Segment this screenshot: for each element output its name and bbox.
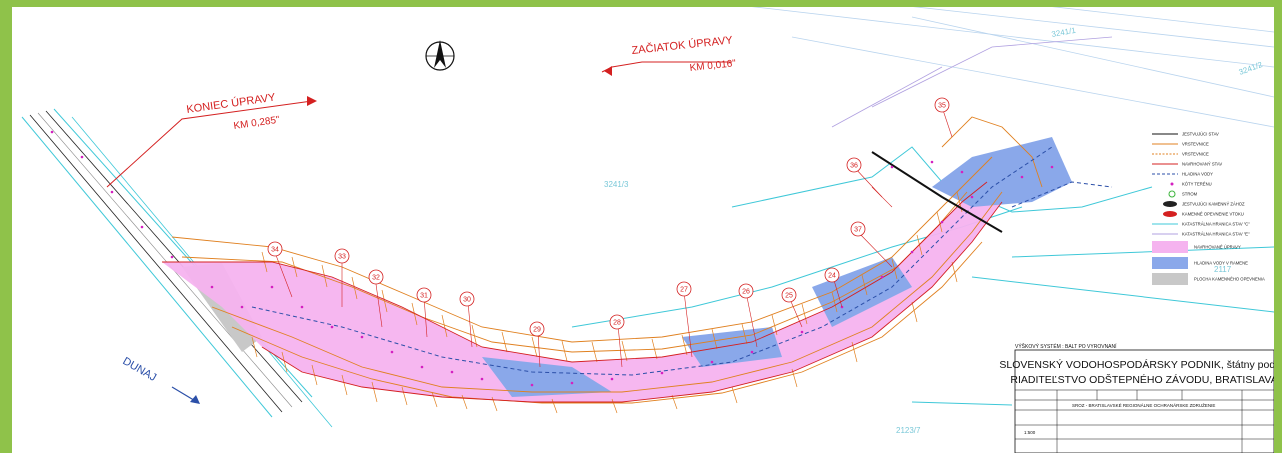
legend-item: VRSTEVNICE (1152, 142, 1209, 147)
profile-number: 27 (680, 287, 688, 294)
legend-label: VRSTEVNICE (1182, 152, 1209, 157)
end-label: KONIEC ÚPRAVY KM 0,285" (106, 91, 317, 188)
scale-value: 1:500 (1024, 430, 1036, 435)
end-label-line2: KM 0,285" (233, 115, 281, 132)
legend-item: VRSTEVNICE (1152, 152, 1209, 157)
legend-item: NAVRHOVANÉ ÚPRAVY (1152, 241, 1241, 253)
river-label: DUNAJ (121, 355, 200, 404)
legend-item: KATASTRÁLNA HRANICA STAV "C" (1152, 222, 1250, 227)
legend: JESTVUJÚCI STAV VRSTEVNICE VRSTEVNICE NAVRH… (1152, 132, 1265, 285)
spot-heights (50, 130, 1054, 387)
parcel-2123-7: 2123/7 (896, 426, 921, 435)
profile-number: 29 (533, 327, 541, 334)
project-name: SROZ - BRATISLAVSKÉ REGIONÁLNE OCHRANÁRS… (1072, 401, 1215, 408)
stone-black-symbol (1163, 201, 1177, 207)
cadastre-lilac-lines (831, 36, 1113, 128)
start-label-line1: ZAČIATOK ÚPRAVY (631, 33, 734, 57)
legend-item: STROM (1168, 190, 1198, 198)
design-area (162, 182, 1002, 402)
parcel-3241-1: 3241/1 (1051, 26, 1077, 39)
parcel-3241-2: 3241/2 (1238, 60, 1265, 77)
profile-number: 24 (828, 273, 836, 280)
tree-icon-symbol (1168, 190, 1176, 198)
legend-label: KATASTRÁLNA HRANICA STAV "C" (1182, 222, 1250, 227)
profile-marker-35: 35 (934, 97, 950, 113)
profile-marker-36: 36 (846, 157, 862, 173)
profile-number: 31 (420, 293, 428, 300)
fill-gray-symbol (1152, 273, 1188, 285)
parcel-2117: 2117 (1214, 265, 1232, 274)
height-system: VÝŠKOVÝ SYSTÉM : BALT PO VYROVNANÍ (1015, 343, 1117, 350)
org-line1: SLOVENSKÝ VODOHOSPODÁRSKY PODNIK, štátny… (999, 358, 1274, 371)
legend-item: NAVRHOVANÝ STAV (1152, 162, 1222, 167)
legend-label: JESTVUJÚCI STAV (1182, 132, 1219, 137)
profile-marker-31: 31 (416, 287, 432, 303)
legend-item: JESTVUJÚCI KAMENNÝ ZÁHOZ (1163, 201, 1245, 207)
profile-marker-24: 24 (824, 267, 840, 283)
legend-label: NAVRHOVANÉ ÚPRAVY (1194, 245, 1241, 250)
map-canvas: 34 33 32 31 30 29 28 27 26 25 24 37 36 35 ZAČIATOK ÚP… (21, 7, 1274, 453)
profile-number: 32 (372, 275, 380, 282)
parcel-3241-3: 3241/3 (604, 180, 629, 189)
legend-label: STROM (1182, 192, 1198, 197)
profile-leaders (273, 106, 953, 368)
start-label-line2: KM 0,016" (689, 58, 737, 74)
profile-marker-33: 33 (334, 248, 350, 264)
profile-number: 28 (613, 320, 621, 327)
profile-markers: 34 33 32 31 30 29 28 27 26 25 24 37 36 35 (267, 97, 950, 337)
profile-marker-26: 26 (738, 283, 754, 299)
legend-label: VRSTEVNICE (1182, 142, 1209, 147)
stream-right-upper (1011, 181, 1113, 208)
legend-item: HLADINA VODY V RAMENE (1152, 257, 1248, 269)
legend-item: JESTVUJÚCI STAV (1152, 132, 1219, 137)
north-arrow-icon (425, 40, 455, 71)
profile-number: 25 (785, 293, 793, 300)
profile-number: 37 (854, 227, 862, 234)
dot-magenta-symbol (1170, 182, 1174, 186)
legend-label: KÓTY TERÉNU (1182, 182, 1212, 187)
legend-label: HLADINA VODY V RAMENE (1194, 261, 1248, 266)
stone-red-symbol (1163, 211, 1177, 217)
profile-marker-28: 28 (609, 314, 625, 330)
legend-item: KATASTRÁLNA HRANICA STAV "E" (1152, 232, 1250, 237)
legend-label: KAMENNÉ OPEVNENIE VTOKU (1182, 212, 1244, 217)
profile-number: 26 (742, 289, 750, 296)
profile-number: 30 (463, 297, 471, 304)
legend-item: HLADINA VODY (1152, 172, 1213, 177)
profile-marker-29: 29 (529, 321, 545, 337)
fill-blue-symbol (1152, 257, 1188, 269)
legend-label: JESTVUJÚCI KAMENNÝ ZÁHOZ (1182, 202, 1245, 207)
legend-item: KAMENNÉ OPEVNENIE VTOKU (1163, 211, 1244, 217)
profile-marker-27: 27 (676, 281, 692, 297)
profile-number: 33 (338, 254, 346, 261)
profile-marker-34: 34 (267, 241, 283, 257)
upper-bank-lines (751, 7, 1274, 128)
river-name: DUNAJ (121, 355, 159, 384)
legend-item: PLOCHA KAMENNÉHO OPEVNENIA (1152, 273, 1265, 285)
profile-marker-30: 30 (459, 291, 475, 307)
legend-item: KÓTY TERÉNU (1170, 182, 1212, 187)
profile-number: 35 (938, 103, 946, 110)
legend-label: NAVRHOVANÝ STAV (1182, 162, 1222, 167)
legend-label: KATASTRÁLNA HRANICA STAV "E" (1182, 232, 1250, 237)
profile-marker-32: 32 (368, 269, 384, 285)
legend-label: HLADINA VODY (1182, 172, 1213, 177)
stream-right-black (871, 151, 1003, 233)
org-line2: RIADITEĽSTVO ODŠTEPNÉHO ZÁVODU, BRATISLA… (1010, 373, 1274, 386)
map-frame: 34 33 32 31 30 29 28 27 26 25 24 37 36 35 ZAČIATOK ÚP… (12, 7, 1274, 453)
title-block: VÝŠKOVÝ SYSTÉM : BALT PO VYROVNANÍ SLOVE… (999, 343, 1274, 453)
water-line (251, 146, 1053, 376)
start-label: ZAČIATOK ÚPRAVY KM 0,016" (601, 33, 737, 76)
legend-label: PLOCHA KAMENNÉHO OPEVNENIA (1194, 277, 1265, 282)
profile-marker-25: 25 (781, 287, 797, 303)
profile-marker-37: 37 (850, 221, 866, 237)
profile-number: 34 (271, 247, 279, 254)
profile-number: 36 (850, 163, 858, 170)
design-outline (162, 181, 1003, 403)
fill-pink-symbol (1152, 241, 1188, 253)
